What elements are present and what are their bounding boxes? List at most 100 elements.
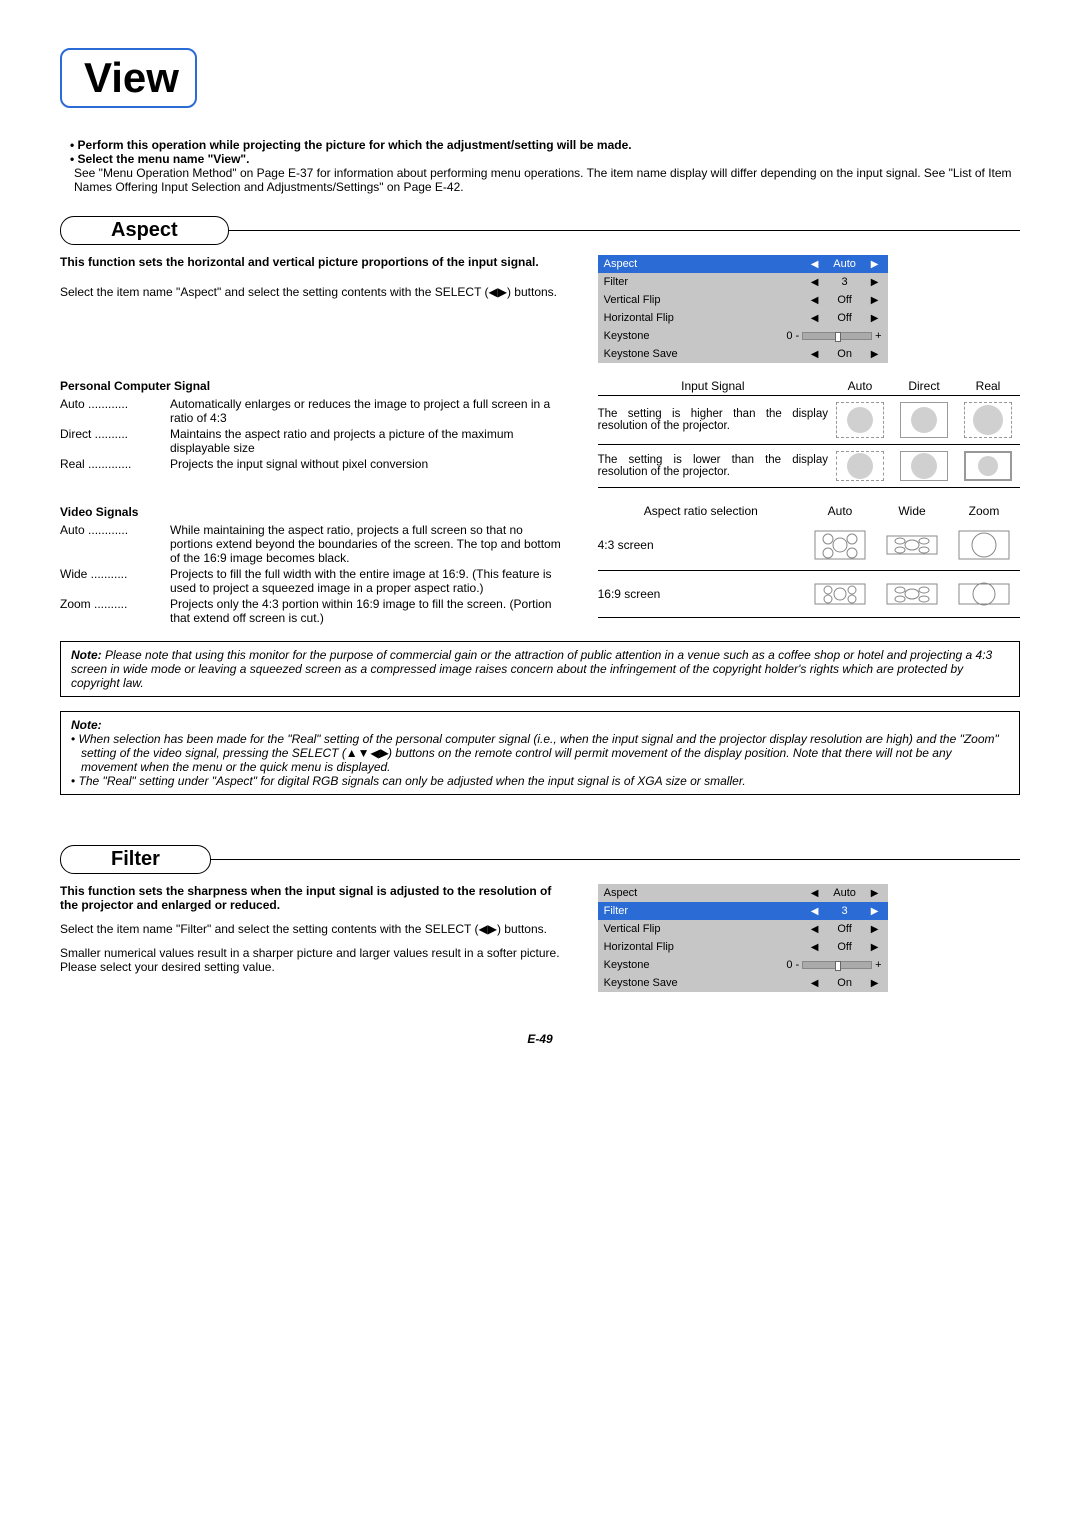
osd-label: Vertical Flip — [604, 294, 808, 306]
filter-lead: This function sets the sharpness when th… — [60, 884, 568, 912]
asp-col-auto: Auto — [804, 504, 876, 518]
note-box-2: Note: When selection has been made for t… — [60, 711, 1020, 795]
def-term: Auto ............ — [60, 397, 170, 425]
def-desc: While maintaining the aspect ratio, proj… — [170, 523, 568, 565]
note2-item-2: The "Real" setting under "Aspect" for di… — [81, 774, 1009, 788]
filter-instruction: Select the item name "Filter" and select… — [60, 922, 568, 936]
asp-row-43: 4:3 screen — [598, 538, 804, 552]
def-desc: Projects the input signal without pixel … — [170, 457, 568, 471]
osd-label: Keystone Save — [604, 348, 808, 360]
aspect-heading-row: Aspect — [60, 216, 1020, 245]
def-desc: Automatically enlarges or reduces the im… — [170, 397, 568, 425]
def-term: Direct .......... — [60, 427, 170, 455]
osd-label: Aspect — [604, 887, 808, 899]
video-signal-title: Video Signals — [60, 505, 568, 519]
sig-row-higher: The setting is higher than the display r… — [598, 408, 828, 432]
left-arrow-icon: ◀ — [808, 942, 822, 953]
left-arrow-icon: ◀ — [808, 295, 822, 306]
osd-row: Vertical Flip◀Off▶ — [598, 291, 888, 309]
osd-row: Filter◀3▶ — [598, 902, 888, 920]
intro-bullet-2: Select the menu name "View". — [70, 152, 1020, 166]
input-signal-table: Input Signal Auto Direct Real The settin… — [598, 379, 1020, 488]
definition-row: Auto ............While maintaining the a… — [60, 523, 568, 565]
def-term: Real ............. — [60, 457, 170, 471]
col-auto: Auto — [828, 379, 892, 393]
filter-heading-row: Filter — [60, 845, 1020, 874]
sig-row-lower: The setting is lower than the display re… — [598, 454, 828, 478]
right-arrow-icon: ▶ — [868, 924, 882, 935]
definition-row: Wide ...........Projects to fill the ful… — [60, 567, 568, 595]
osd-label: Filter — [604, 905, 808, 917]
right-arrow-icon: ▶ — [868, 295, 882, 306]
left-arrow-icon: ◀ — [808, 978, 822, 989]
filter-osd-menu: Aspect◀Auto▶Filter◀3▶Vertical Flip◀Off▶H… — [598, 884, 888, 992]
intro-bullet-1: Perform this operation while projecting … — [70, 138, 1020, 152]
pc-signal-defs: Auto ............Automatically enlarges … — [60, 397, 568, 471]
definition-row: Zoom ..........Projects only the 4:3 por… — [60, 597, 568, 625]
def-term: Wide ........... — [60, 567, 170, 595]
definition-row: Real .............Projects the input sig… — [60, 457, 568, 471]
osd-label: Keystone — [604, 959, 743, 971]
def-desc: Projects to fill the full width with the… — [170, 567, 568, 595]
osd-value: Off — [822, 294, 868, 306]
col-real: Real — [956, 379, 1020, 393]
osd-row: Horizontal Flip◀Off▶ — [598, 938, 888, 956]
osd-value: Off — [822, 923, 868, 935]
filter-rule — [211, 859, 1020, 860]
aspect-rule — [229, 230, 1020, 231]
osd-label: Vertical Flip — [604, 923, 808, 935]
osd-label: Keystone — [604, 330, 743, 342]
aspect-ratio-table: Aspect ratio selection Auto Wide Zoom 4:… — [598, 504, 1020, 618]
asp-col-wide: Wide — [876, 504, 948, 518]
aspect-lead: This function sets the horizontal and ve… — [60, 255, 568, 269]
osd-row: Aspect◀Auto▶ — [598, 255, 888, 273]
def-term: Zoom .......... — [60, 597, 170, 625]
osd-value: Off — [822, 312, 868, 324]
osd-row: Filter◀3▶ — [598, 273, 888, 291]
osd-label: Horizontal Flip — [604, 312, 808, 324]
osd-row: Horizontal Flip◀Off▶ — [598, 309, 888, 327]
filter-heading: Filter — [60, 845, 211, 874]
osd-label: Aspect — [604, 258, 808, 270]
osd-value: 3 — [822, 276, 868, 288]
right-arrow-icon: ▶ — [868, 277, 882, 288]
left-arrow-icon: ◀ — [808, 906, 822, 917]
osd-value: On — [822, 977, 868, 989]
osd-row: Keystone0-+ — [598, 327, 888, 345]
def-desc: Projects only the 4:3 portion within 16:… — [170, 597, 568, 625]
note1-title: Note: — [71, 648, 102, 662]
col-direct: Direct — [892, 379, 956, 393]
osd-value: Off — [822, 941, 868, 953]
left-arrow-icon: ◀ — [808, 259, 822, 270]
page-number: E-49 — [60, 1032, 1020, 1046]
filter-desc: Smaller numerical values result in a sha… — [60, 946, 568, 974]
osd-value: Auto — [822, 887, 868, 899]
right-arrow-icon: ▶ — [868, 349, 882, 360]
def-desc: Maintains the aspect ratio and projects … — [170, 427, 568, 455]
note2-item-1: When selection has been made for the "Re… — [81, 732, 1009, 774]
pc-signal-title: Personal Computer Signal — [60, 379, 568, 393]
osd-value: On — [822, 348, 868, 360]
osd-label: Keystone Save — [604, 977, 808, 989]
osd-row: Vertical Flip◀Off▶ — [598, 920, 888, 938]
left-arrow-icon: ◀ — [808, 277, 822, 288]
asp-row-169: 16:9 screen — [598, 587, 804, 601]
right-arrow-icon: ▶ — [868, 259, 882, 270]
right-arrow-icon: ▶ — [868, 942, 882, 953]
osd-slider: 0-+ — [743, 330, 882, 342]
right-arrow-icon: ▶ — [868, 906, 882, 917]
osd-row: Aspect◀Auto▶ — [598, 884, 888, 902]
left-arrow-icon: ◀ — [808, 313, 822, 324]
definition-row: Direct ..........Maintains the aspect ra… — [60, 427, 568, 455]
page-title-box: View — [60, 48, 197, 108]
aspect-instruction: Select the item name "Aspect" and select… — [60, 285, 568, 299]
left-arrow-icon: ◀ — [808, 349, 822, 360]
note2-title: Note: — [71, 718, 1009, 732]
osd-row: Keystone0-+ — [598, 956, 888, 974]
osd-slider: 0-+ — [743, 959, 882, 971]
page-title: View — [84, 54, 179, 102]
osd-label: Filter — [604, 276, 808, 288]
aspect-sel-header: Aspect ratio selection — [598, 504, 804, 518]
note-box-1: Note: Please note that using this monito… — [60, 641, 1020, 697]
osd-value: 3 — [822, 905, 868, 917]
